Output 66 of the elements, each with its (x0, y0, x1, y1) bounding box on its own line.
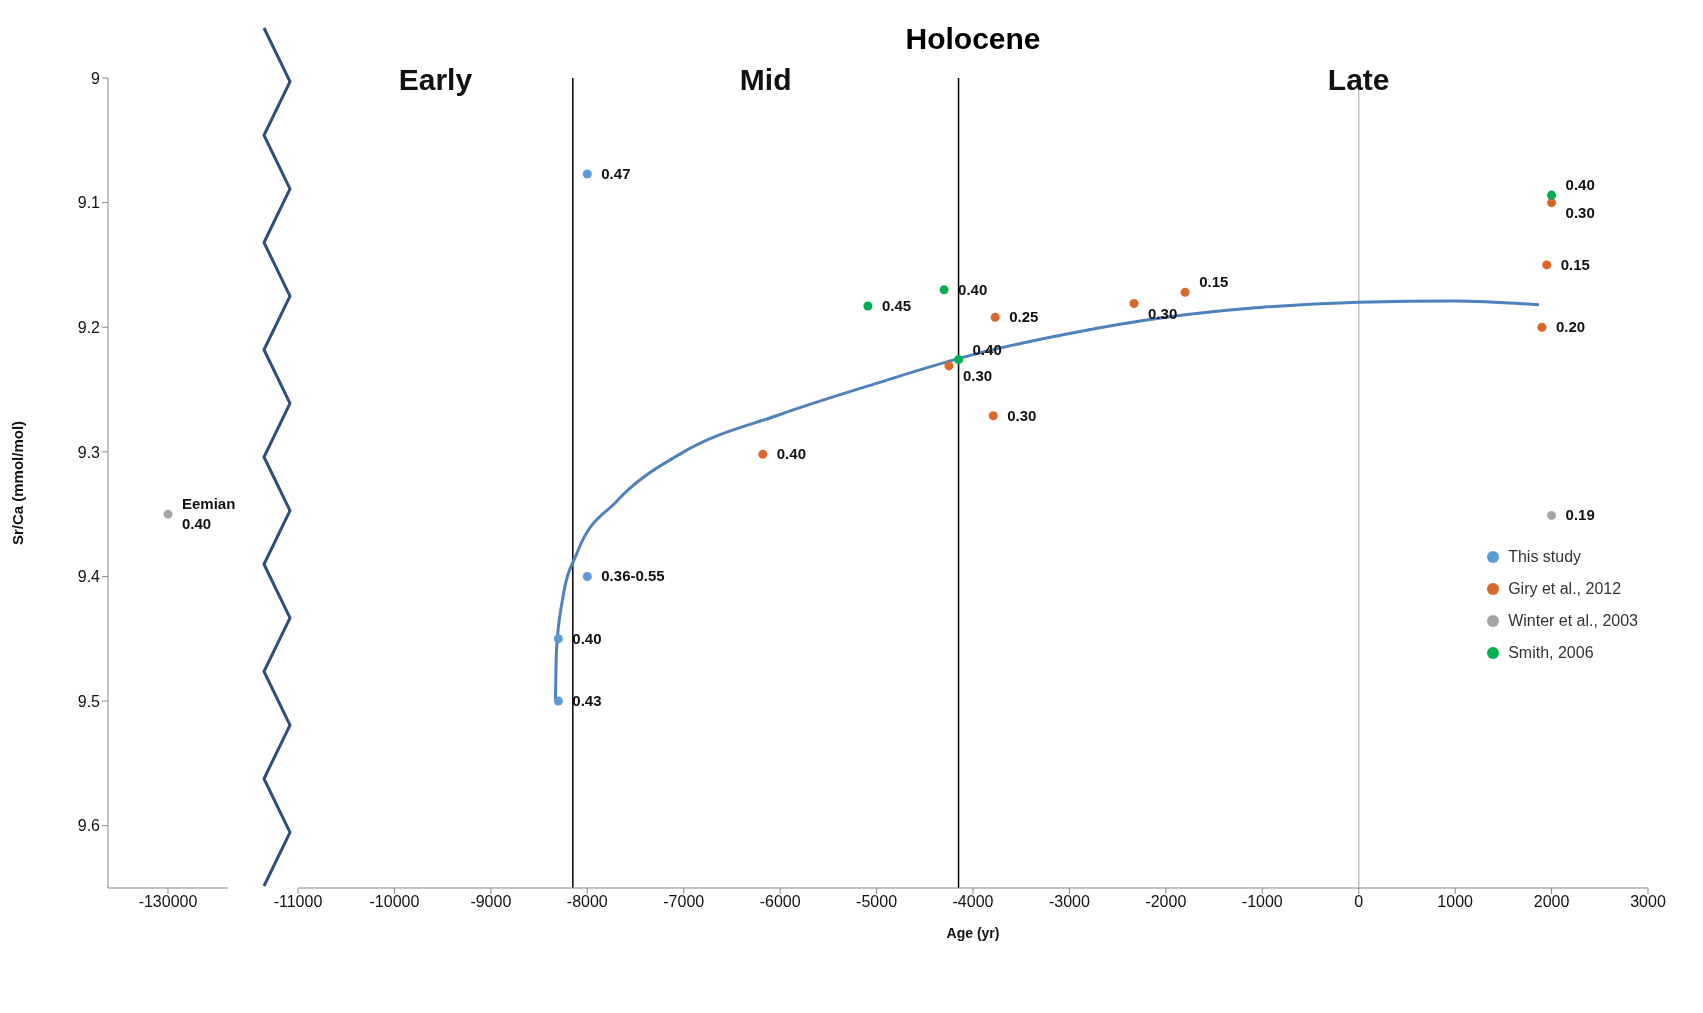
y-tick-label: 9.6 (77, 817, 101, 835)
point (1547, 510, 1557, 520)
y-tick-label: 9.2 (77, 318, 101, 336)
annotation: 0.30 (1007, 406, 1037, 424)
annotation: 0.47 (601, 164, 631, 182)
annotation: 0.15 (1560, 255, 1590, 273)
point (553, 634, 563, 644)
x-tick-label: -11000 (273, 893, 323, 911)
x-axis-title: Age (yr) (946, 925, 1000, 941)
point (582, 169, 592, 179)
chart-title: Holocene (904, 22, 1042, 56)
y-tick-label: 9 (91, 69, 101, 87)
annotation: 0.40 (776, 445, 806, 463)
point (1180, 287, 1190, 297)
point (954, 355, 964, 365)
x-tick-label: 1000 (1437, 893, 1474, 911)
y-axis-title: Sr/Ca (mmol/mol) (9, 420, 27, 546)
point (1547, 198, 1557, 208)
point (988, 411, 998, 421)
point (944, 361, 954, 371)
point (939, 285, 949, 295)
x-tick-label: -8000 (566, 893, 608, 911)
y-tick-label: 9.5 (77, 692, 101, 710)
annotation: Early (398, 63, 473, 96)
x-tick-label: 2000 (1533, 893, 1570, 911)
annotation: 0.25 (1009, 308, 1039, 326)
point (990, 312, 1000, 322)
point (1542, 260, 1552, 270)
x-tick-label: -5000 (856, 893, 898, 911)
x-tick-label: -1000 (1241, 893, 1283, 911)
point (582, 571, 592, 581)
point (758, 449, 768, 459)
x-tick-label: -9000 (470, 893, 512, 911)
x-tick-label: -3000 (1048, 893, 1090, 911)
point (1537, 322, 1547, 332)
legend-label: This study (1508, 548, 1582, 567)
annotation: 0.36-0.55 (601, 567, 665, 585)
x-tick-label: -2000 (1145, 893, 1187, 911)
y-tick-label: 9.1 (77, 194, 101, 212)
annotation: 0.19 (1565, 506, 1595, 524)
annotation: 0.40 (182, 515, 212, 533)
point (1129, 299, 1139, 309)
legend-label: Winter et al., 2003 (1508, 612, 1638, 631)
x-tick-label: -4000 (952, 893, 994, 911)
point (553, 696, 563, 706)
point (1547, 190, 1557, 200)
x-tick-label: -7000 (663, 893, 705, 911)
x-tick-label: -130000 (138, 893, 198, 911)
x-tick-label: -10000 (369, 893, 420, 911)
legend-label: Giry et al., 2012 (1508, 580, 1622, 599)
annotation: Late (1327, 63, 1390, 96)
x-tick-label: -6000 (759, 893, 801, 911)
annotation: 0.45 (881, 297, 912, 315)
annotation: 0.20 (1555, 318, 1586, 336)
y-tick-label: 9.3 (77, 443, 101, 461)
annotation: 0.40 (1565, 176, 1595, 194)
y-tick-label: 9.4 (77, 568, 101, 586)
annotation: Eemian (182, 495, 236, 513)
legend-label: Smith, 2006 (1508, 644, 1594, 663)
annotation: Mid (739, 63, 792, 96)
x-tick-label: 3000 (1630, 893, 1666, 911)
annotation: 0.30 (962, 366, 993, 384)
point (863, 301, 873, 311)
annotation: 0.15 (1199, 273, 1229, 291)
annotation: 0.30 (1565, 203, 1595, 221)
x-tick-label: 0 (1354, 893, 1364, 911)
